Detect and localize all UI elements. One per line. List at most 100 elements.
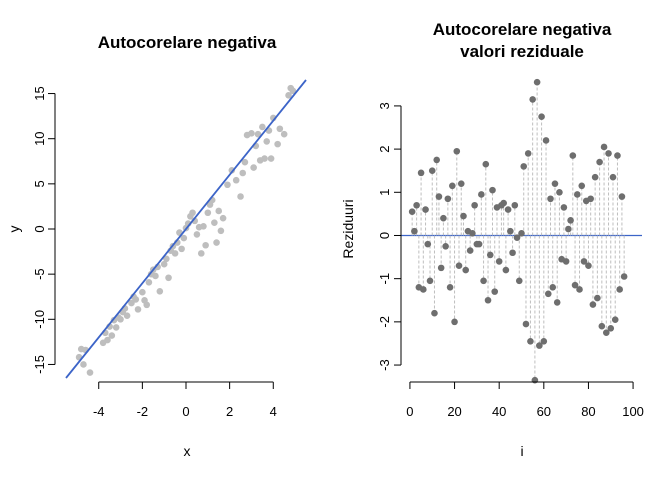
residual-point: [565, 225, 572, 233]
residual-point: [444, 195, 452, 203]
residual-point: [538, 113, 545, 121]
x-tick-label: -2: [137, 404, 149, 419]
scatter-point: [259, 123, 266, 131]
scatter-point: [289, 87, 297, 95]
panel-left-scatter: Autocorelare negativa -4 -2 0 2 4 -15 -10 -5 0 5…: [6, 33, 307, 459]
residual-point: [618, 193, 626, 200]
residual-point: [489, 186, 496, 194]
residual-point: [533, 78, 541, 86]
residual-point: [446, 284, 454, 291]
scatter-point: [180, 234, 188, 242]
scatter-point: [267, 155, 275, 162]
residual-point: [507, 227, 514, 235]
residual-point: [549, 284, 557, 291]
x-tick-label: -4: [93, 404, 105, 419]
scatter-point: [248, 129, 255, 137]
scatter-point: [108, 332, 116, 339]
x-tick-label: 0: [406, 404, 413, 419]
scatter-point: [197, 250, 205, 257]
y-tick-label: -15: [32, 355, 47, 374]
residual-point: [616, 286, 623, 293]
residual-point: [491, 288, 499, 295]
scatter-point: [139, 288, 146, 296]
residual-point: [594, 294, 601, 302]
residual-point: [504, 206, 512, 213]
residual-point: [455, 262, 463, 270]
scatter-point: [132, 296, 140, 303]
scatter-point: [145, 278, 153, 286]
residual-point: [471, 201, 478, 209]
scatter-point: [189, 209, 196, 217]
y-tick-label: 1: [377, 189, 392, 196]
residual-point: [462, 266, 470, 274]
y-tick-label: -3: [377, 359, 392, 371]
x-tick-label: 0: [182, 404, 189, 419]
residual-point: [540, 337, 548, 345]
residual-point: [513, 234, 521, 241]
y-tick-label: 3: [377, 102, 392, 109]
residual-point: [442, 242, 449, 250]
scatter-point: [237, 193, 244, 200]
residual-point: [453, 147, 461, 155]
scatter-point: [123, 312, 131, 319]
right-y-axis: -3 -2 -1 0 1 2 3: [377, 102, 402, 371]
residual-point: [408, 208, 416, 216]
residual-point: [527, 337, 534, 345]
residual-point: [576, 286, 583, 293]
residual-point: [580, 258, 588, 265]
scatter-point: [213, 239, 220, 246]
scatter-point: [241, 158, 249, 166]
x-tick-label: 100: [622, 404, 644, 419]
scatter-point: [128, 299, 135, 307]
residual-point: [611, 316, 619, 323]
residual-point: [502, 266, 510, 274]
left-y-axis: -15 -10 -5 0 5 10 15: [32, 86, 56, 374]
residual-point: [607, 325, 615, 332]
residual-point: [620, 273, 628, 280]
residual-point: [480, 277, 487, 285]
residual-point: [573, 191, 581, 198]
residual-point: [420, 286, 427, 293]
x-tick-label: 2: [226, 404, 233, 419]
scatter-point: [152, 272, 159, 280]
residual-point: [495, 258, 503, 265]
residual-point: [547, 195, 554, 203]
y-tick-label: -10: [32, 310, 47, 329]
y-tick-label: -1: [377, 273, 392, 285]
scatter-point: [117, 316, 124, 323]
y-tick-label: 0: [377, 232, 392, 239]
residual-point: [522, 320, 530, 328]
scatter-point: [280, 130, 288, 138]
residual-point: [431, 309, 438, 317]
residual-point: [435, 193, 443, 200]
left-x-axis-title: x: [184, 443, 191, 459]
regression-line: [65, 79, 307, 379]
scatter-point: [204, 209, 212, 217]
left-points-layer: [75, 84, 297, 376]
residual-point: [544, 290, 552, 298]
x-tick-label: 80: [581, 404, 595, 419]
residual-point: [428, 167, 436, 174]
right-y-axis-title: Reziduuri: [340, 199, 356, 258]
scatter-point: [112, 324, 120, 331]
panel-right-residuals: Autocorelare negativa valori reziduale 0…: [340, 20, 644, 459]
residual-point: [589, 301, 597, 308]
residual-point: [451, 318, 458, 326]
y-tick-label: 2: [377, 145, 392, 152]
scatter-point: [276, 125, 284, 133]
residual-point: [542, 137, 550, 144]
residual-stems-layer: [411, 82, 625, 381]
residual-point: [536, 342, 543, 349]
scatter-point: [202, 241, 209, 249]
residual-point: [511, 201, 519, 209]
scatter-point: [104, 336, 111, 344]
residual-point: [484, 296, 492, 304]
residual-point: [509, 249, 516, 257]
residual-point: [422, 206, 429, 213]
residual-point: [605, 150, 612, 157]
residual-point: [560, 204, 568, 211]
residual-point: [500, 199, 507, 207]
x-tick-label: 60: [537, 404, 551, 419]
y-tick-label: -5: [32, 268, 47, 280]
